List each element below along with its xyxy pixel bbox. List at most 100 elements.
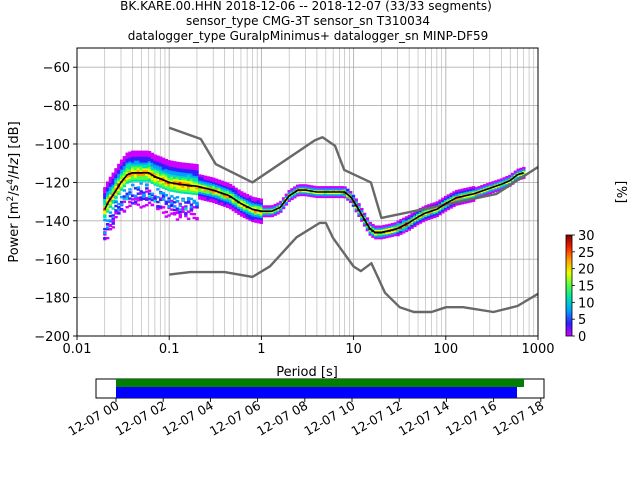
y-tick-label: −120 bbox=[34, 176, 70, 191]
pdf-cell bbox=[466, 195, 470, 198]
pdf-cell bbox=[103, 198, 107, 201]
pdf-cell bbox=[326, 193, 331, 197]
pdf-cell bbox=[276, 210, 280, 213]
pdf-cell bbox=[139, 164, 143, 167]
pdf-cell bbox=[390, 222, 395, 226]
pdf-cell bbox=[178, 173, 182, 177]
pdf-cell bbox=[220, 203, 224, 207]
pdf-cell bbox=[195, 165, 199, 169]
pdf-cell bbox=[203, 192, 208, 196]
pdf-cell bbox=[259, 211, 263, 215]
pdf-cell bbox=[214, 197, 219, 201]
pdf-cell bbox=[402, 217, 406, 221]
pdf-cell bbox=[228, 203, 233, 206]
pdf-cell bbox=[421, 206, 425, 209]
pdf-cell bbox=[142, 175, 146, 178]
pdf-cell bbox=[153, 199, 157, 203]
pdf-cell bbox=[172, 201, 177, 204]
pdf-cell bbox=[231, 189, 236, 193]
pdf-cell bbox=[396, 220, 400, 223]
pdf-cell bbox=[214, 180, 219, 183]
pdf-cell bbox=[122, 165, 127, 169]
pdf-cell bbox=[382, 236, 386, 239]
pdf-cell bbox=[186, 188, 191, 191]
pdf-cell bbox=[421, 216, 425, 219]
pdf-cell bbox=[161, 163, 166, 166]
pdf-cell bbox=[131, 162, 135, 165]
pdf-cell bbox=[354, 208, 358, 211]
pdf-cell bbox=[108, 228, 113, 231]
pdf-cell bbox=[147, 156, 152, 160]
pdf-cell bbox=[438, 211, 442, 214]
pdf-cell bbox=[203, 198, 208, 202]
pdf-cell bbox=[198, 183, 202, 187]
pdf-cell bbox=[184, 178, 188, 181]
pdf-cell bbox=[237, 191, 241, 194]
pdf-cell bbox=[192, 182, 196, 186]
pdf-cell bbox=[374, 236, 378, 240]
pdf-cell bbox=[223, 185, 227, 188]
pdf-cell bbox=[415, 222, 420, 226]
pdf-cell bbox=[192, 165, 196, 169]
pdf-cell bbox=[332, 191, 336, 195]
pdf-cell bbox=[170, 168, 174, 171]
pdf-cell bbox=[161, 211, 166, 214]
pdf-cell bbox=[167, 171, 171, 175]
pdf-cell bbox=[323, 191, 328, 195]
pdf-cell bbox=[396, 224, 400, 227]
pdf-cell bbox=[382, 232, 386, 235]
pdf-cell bbox=[463, 189, 467, 193]
pdf-cell bbox=[105, 189, 110, 192]
figure-title-line3: datalogger_type GuralpMinimus+ datalogge… bbox=[128, 29, 489, 43]
pdf-cell bbox=[273, 213, 277, 216]
pdf-cell bbox=[259, 219, 263, 223]
pdf-cell bbox=[167, 185, 171, 188]
pdf-cell bbox=[407, 226, 412, 229]
pdf-cell bbox=[186, 174, 191, 178]
pdf-cell bbox=[393, 226, 398, 229]
pdf-cell bbox=[298, 184, 303, 187]
pdf-cell bbox=[449, 196, 453, 200]
pdf-cell bbox=[133, 197, 138, 200]
pdf-cell bbox=[128, 155, 132, 158]
pdf-cell bbox=[178, 165, 182, 169]
pdf-cell bbox=[404, 216, 409, 219]
pdf-cell bbox=[181, 181, 185, 185]
pdf-cell bbox=[449, 194, 453, 198]
pdf-cell bbox=[131, 177, 135, 180]
pdf-cell bbox=[117, 188, 121, 192]
coverage-bar-blue bbox=[116, 387, 517, 398]
pdf-cell bbox=[172, 178, 177, 181]
pdf-cell bbox=[438, 209, 442, 212]
pdf-cell bbox=[463, 197, 467, 200]
pdf-cell bbox=[203, 177, 208, 180]
pdf-cell bbox=[240, 193, 244, 196]
pdf-cell bbox=[332, 186, 336, 189]
pdf-cell bbox=[203, 189, 208, 192]
pdf-cell bbox=[455, 195, 459, 199]
pdf-cell bbox=[429, 203, 434, 206]
pdf-cell bbox=[301, 193, 305, 197]
pdf-cell bbox=[360, 217, 364, 220]
pdf-cell bbox=[209, 180, 213, 184]
pdf-cell bbox=[427, 213, 431, 217]
pdf-cell bbox=[237, 199, 241, 202]
pdf-cell bbox=[206, 185, 210, 189]
pdf-cell bbox=[253, 206, 258, 210]
pdf-cell bbox=[181, 166, 185, 169]
pdf-cell bbox=[334, 191, 339, 195]
pdf-cell bbox=[125, 156, 129, 159]
pdf-cell bbox=[466, 196, 470, 200]
pdf-cell bbox=[192, 180, 196, 184]
y-tick-layer: −200−180−160−140−120−100−80−60 bbox=[34, 61, 77, 345]
pdf-cell bbox=[435, 212, 439, 216]
pdf-cell bbox=[153, 158, 157, 161]
pdf-cell bbox=[245, 203, 250, 207]
pdf-cell bbox=[105, 227, 110, 231]
pdf-cell bbox=[181, 170, 185, 173]
pdf-cell bbox=[457, 198, 462, 202]
pdf-cell bbox=[318, 195, 322, 199]
pdf-cell bbox=[427, 211, 431, 215]
pdf-cell bbox=[379, 225, 384, 228]
pdf-cell bbox=[234, 202, 238, 206]
